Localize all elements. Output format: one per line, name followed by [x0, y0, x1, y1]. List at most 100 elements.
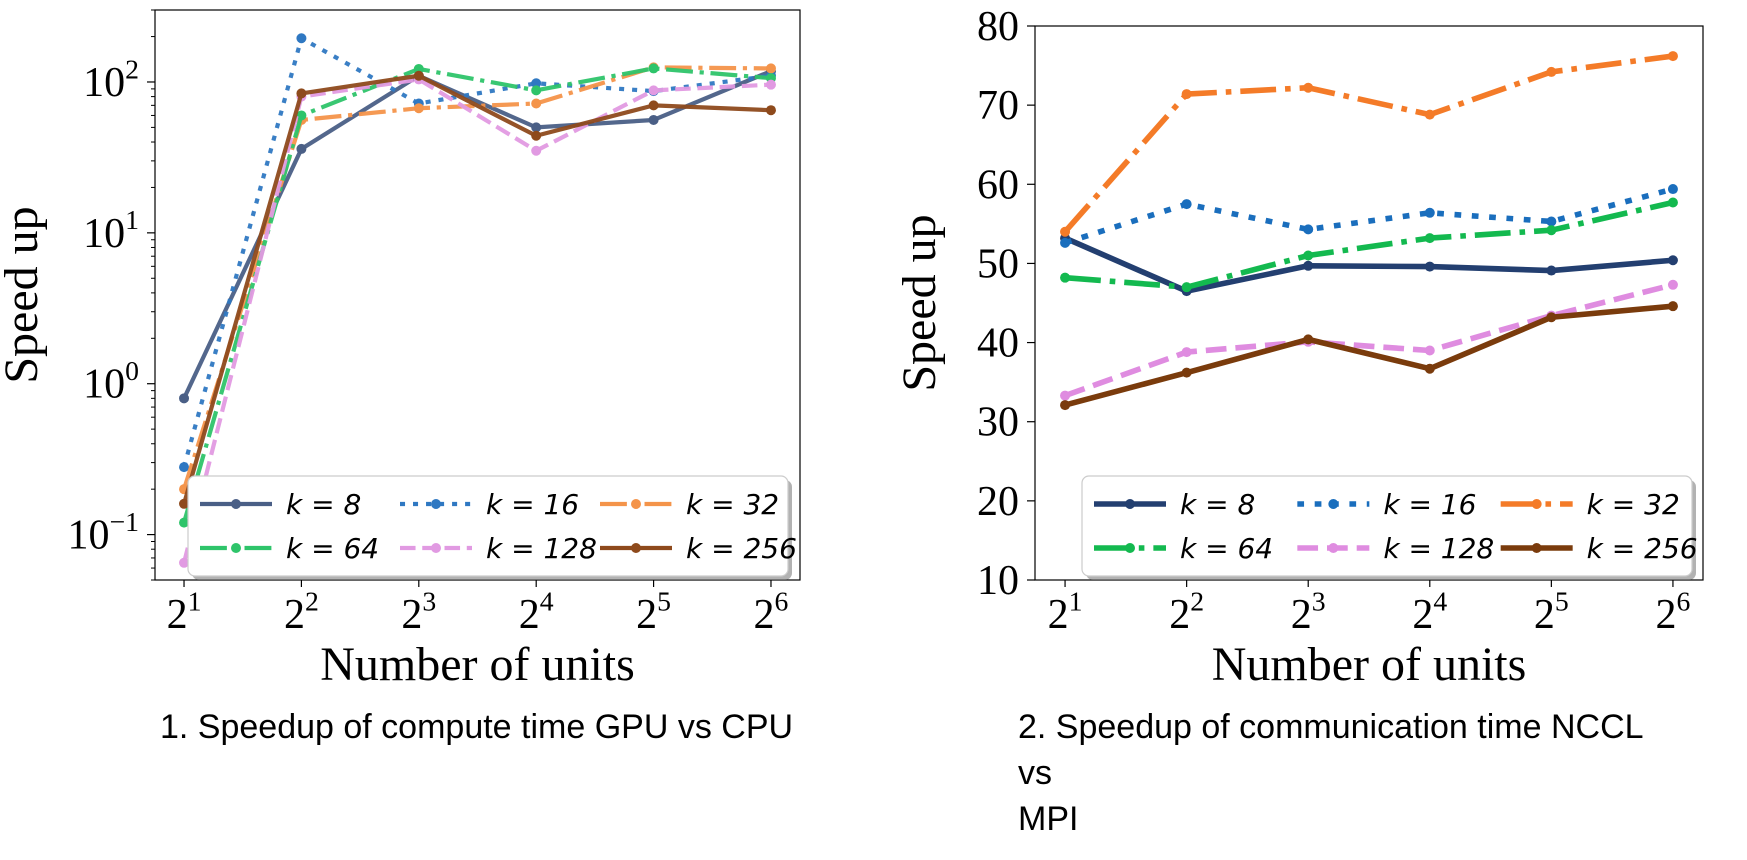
x-tick-label: 24: [519, 585, 554, 638]
x-tick-label-base: 2: [284, 592, 305, 638]
legend-label: k = 16: [1383, 488, 1476, 521]
y-tick-label: 10−1: [68, 506, 140, 559]
data-point: [1667, 301, 1678, 312]
series-k16: [179, 33, 776, 473]
data-point: [1303, 250, 1314, 261]
legend-marker: [1531, 543, 1542, 553]
x-tick-label: 22: [1169, 585, 1204, 638]
data-point: [1424, 207, 1435, 218]
y-tick-label: 60: [977, 162, 1019, 208]
y-tick-label: 40: [977, 321, 1019, 367]
data-point: [179, 517, 190, 528]
y-tick-label: 30: [977, 400, 1019, 446]
data-point: [1546, 312, 1557, 323]
data-point: [1181, 89, 1192, 100]
legend-label: k = 16: [486, 488, 579, 521]
legend-label: k = 8: [286, 488, 361, 521]
series-k64: [1060, 197, 1678, 293]
x-tick-label-exponent: 6: [775, 585, 789, 616]
legend-label: k = 256: [686, 532, 797, 565]
data-point: [1060, 226, 1071, 237]
legend-marker: [1328, 543, 1339, 553]
x-tick-label: 23: [1291, 585, 1326, 638]
data-point: [1303, 334, 1314, 345]
legend-label: k = 256: [1587, 532, 1698, 565]
legend-marker: [431, 543, 441, 553]
series-k256: [1060, 301, 1678, 411]
x-tick-label: 21: [167, 585, 202, 638]
x-tick-label-base: 2: [401, 592, 422, 638]
data-point: [1424, 109, 1435, 120]
x-tick-label-exponent: 3: [1312, 585, 1326, 616]
x-tick-label-base: 2: [636, 592, 657, 638]
data-point: [648, 85, 659, 96]
data-point: [179, 393, 190, 404]
x-axis-label: Number of units: [1212, 638, 1527, 691]
legend-label: k = 32: [1587, 488, 1680, 521]
x-tick-label-base: 2: [1534, 592, 1555, 638]
data-point: [765, 79, 776, 90]
series-line: [182, 69, 772, 400]
x-tick-label: 24: [1412, 585, 1447, 638]
x-tick-label-base: 2: [754, 592, 775, 638]
legend-label: k = 8: [1180, 488, 1255, 521]
y-tick-label: 101: [83, 204, 139, 257]
data-point: [1181, 199, 1192, 210]
data-point: [1060, 272, 1071, 283]
y-tick-label: 100: [83, 355, 139, 408]
legend-marker: [631, 543, 641, 553]
data-point: [296, 88, 307, 99]
data-point: [1181, 367, 1192, 378]
data-point: [1667, 279, 1678, 290]
y-tick-label-base: 10: [83, 362, 125, 408]
legend-marker: [1328, 499, 1339, 509]
data-point: [1424, 261, 1435, 272]
x-tick-label-exponent: 5: [1555, 585, 1569, 616]
x-tick-label-exponent: 4: [540, 585, 554, 616]
legend: k = 8 k = 16 k = 32 k = 64 k = 128 k = 256: [187, 475, 797, 580]
figure-caption-compute: 1. Speedup of compute time GPU vs CPU: [160, 708, 794, 746]
series-k16: [1060, 184, 1678, 248]
legend-marker: [631, 499, 641, 509]
x-tick-label-exponent: 6: [1677, 585, 1691, 616]
legend-marker: [431, 499, 441, 509]
data-point: [648, 63, 659, 74]
series-line: [182, 65, 771, 490]
x-tick-label: 26: [1656, 585, 1691, 638]
data-point: [179, 557, 190, 568]
y-tick-label: 102: [83, 53, 139, 106]
y-tick-label: 80: [977, 4, 1019, 50]
data-point: [648, 100, 659, 111]
data-point: [1424, 233, 1435, 244]
x-tick-label-exponent: 2: [1190, 585, 1204, 616]
series-line: [181, 77, 772, 564]
data-point: [1546, 216, 1557, 227]
data-point: [531, 130, 542, 141]
x-tick-label-base: 2: [1412, 592, 1433, 638]
y-axis-label: Speed up: [0, 206, 48, 383]
data-point: [1667, 255, 1678, 266]
data-point: [296, 110, 307, 121]
series-line: [182, 66, 772, 524]
series-line: [1064, 303, 1674, 408]
data-point: [1424, 345, 1435, 356]
legend-marker: [1125, 499, 1135, 509]
x-tick-label-base: 2: [167, 592, 188, 638]
series-line: [1064, 282, 1674, 399]
x-tick-label: 25: [636, 585, 671, 638]
legend-marker: [1531, 499, 1542, 509]
data-point: [413, 70, 424, 81]
x-tick-label-exponent: 4: [1433, 585, 1447, 616]
data-point: [1303, 260, 1314, 271]
data-point: [531, 78, 542, 89]
data-point: [179, 498, 190, 509]
data-point: [413, 103, 424, 114]
y-tick-label: 50: [977, 241, 1019, 287]
x-tick-label-base: 2: [1169, 592, 1190, 638]
y-tick-label: 10: [977, 558, 1019, 604]
series-k64: [179, 63, 776, 528]
x-tick-label: 22: [284, 585, 319, 638]
x-axis-label: Number of units: [320, 638, 635, 691]
legend-marker: [231, 499, 241, 509]
